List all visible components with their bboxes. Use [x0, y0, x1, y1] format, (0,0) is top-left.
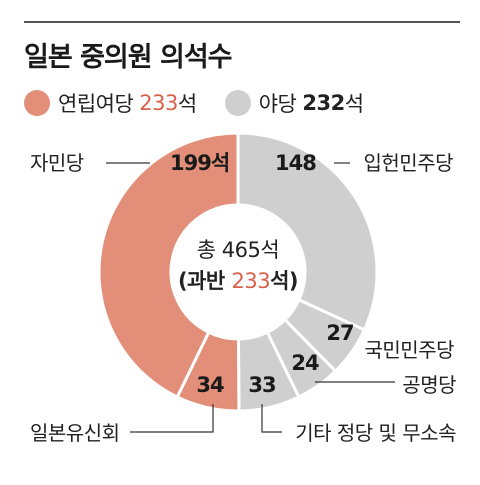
legend-value-opposition: 232	[302, 91, 345, 115]
legend-label-opposition: 야당	[258, 92, 297, 116]
chart-title: 일본 중의원 의석수	[24, 42, 233, 73]
slice-label-komeito: 공명당	[402, 373, 456, 397]
slice-label-cdp: 입헌민주당	[364, 151, 454, 175]
value-label-cdp: 148	[275, 151, 316, 175]
slice-cdp	[236, 131, 379, 332]
center-majority-prefix: (과반	[178, 269, 232, 293]
legend-item-coalition: 연립여당 233 석	[24, 88, 197, 118]
slice-label-ldp: 자민당	[30, 151, 84, 175]
legend-value-coalition: 233	[139, 91, 178, 115]
value-label-dpfp: 27	[326, 321, 353, 345]
legend-swatch-opposition	[224, 90, 251, 116]
legend-suffix-coalition: 석	[177, 92, 197, 116]
leader-lines	[106, 162, 395, 433]
slice-ldp	[97, 131, 240, 400]
legend-label-coalition: 연립여당	[58, 92, 134, 116]
top-rule	[24, 21, 460, 23]
slice-label-others: 기타 정당 및 무소속	[295, 421, 456, 445]
value-labels: 148 27 24 33 34 199석	[170, 151, 355, 397]
value-label-ldp: 199석	[170, 151, 229, 175]
value-label-komeito: 24	[291, 351, 319, 375]
legend: 연립여당 233 석 야당 232 석	[24, 88, 392, 118]
leader-line-ishin	[130, 404, 214, 433]
legend-item-opposition: 야당 232 석	[224, 88, 364, 118]
center-majority: (과반 233석)	[178, 269, 298, 293]
value-label-ishin: 34	[196, 373, 224, 397]
slice-label-ishin: 일본유신회	[30, 421, 120, 445]
center-total: 총 465석	[197, 238, 279, 262]
legend-swatch-coalition	[24, 90, 50, 116]
center-majority-value: 233	[232, 269, 271, 293]
center-majority-suffix: 석)	[270, 269, 298, 293]
value-label-others: 33	[248, 373, 275, 397]
slice-label-dpfp: 국민민주당	[365, 338, 455, 362]
legend-suffix-opposition: 석	[344, 92, 364, 116]
donut-slices	[97, 131, 379, 413]
leader-line-others	[261, 404, 282, 433]
